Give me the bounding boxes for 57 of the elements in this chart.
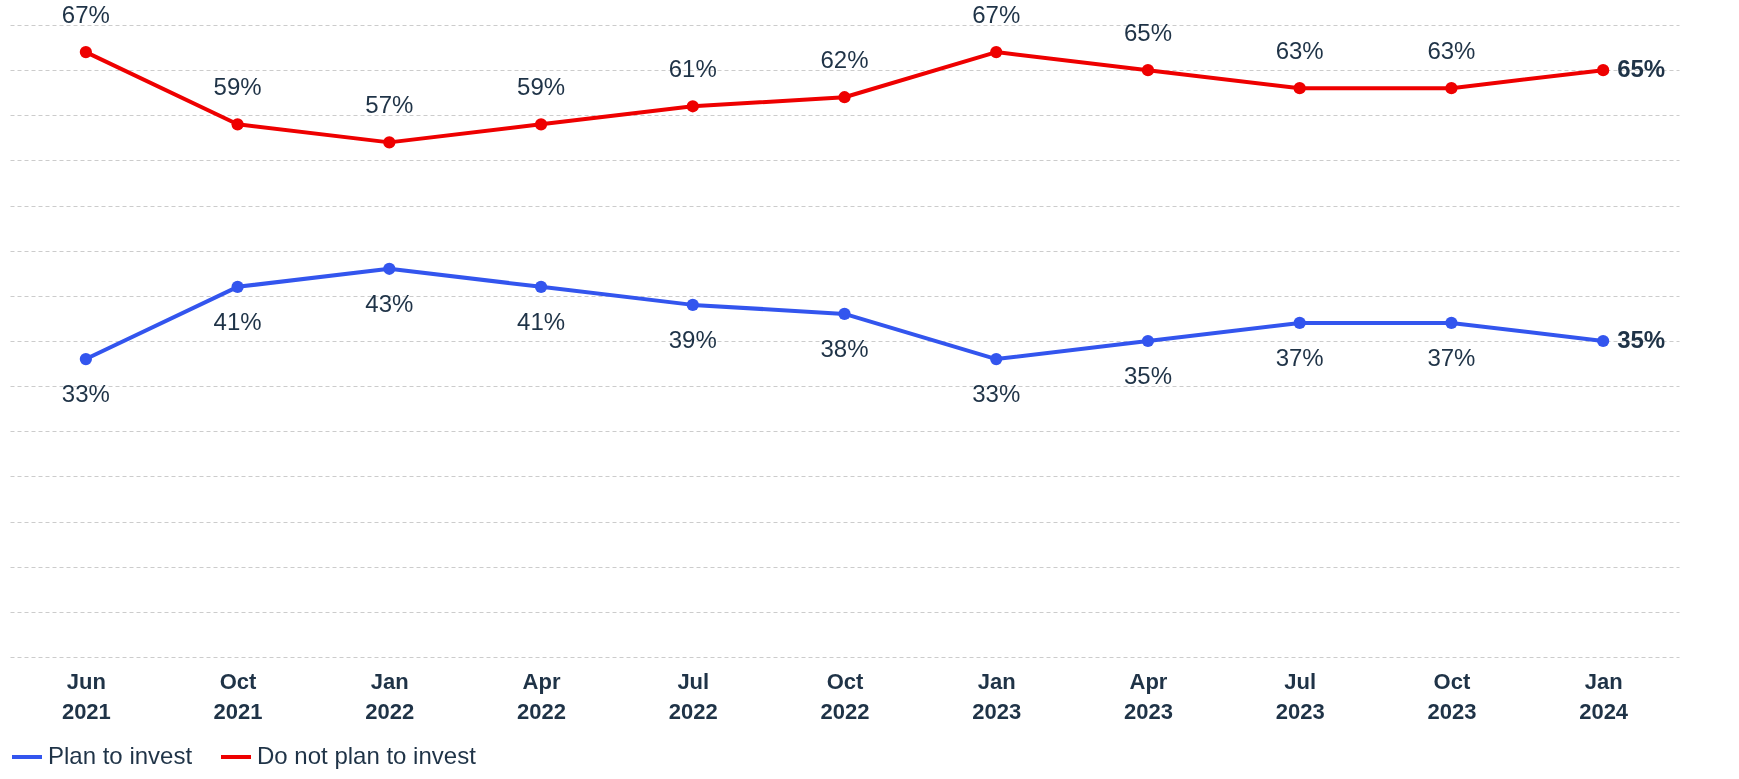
x-tick-label: Jul 2023 [1275, 668, 1325, 724]
data-label: 67% [972, 1, 1021, 29]
x-tick-label: Oct 2022 [820, 668, 870, 724]
point [383, 262, 396, 275]
legend-label: Plan to invest [48, 742, 193, 769]
x-tick-label: Oct 2023 [1427, 668, 1477, 724]
data-label: 59% [213, 73, 262, 101]
x-tick-label: Oct 2021 [213, 668, 263, 724]
point [990, 45, 1003, 59]
point [686, 100, 699, 113]
data-label: 63% [1427, 37, 1476, 65]
x-tick-label: Apr 2023 [1123, 668, 1173, 724]
point [1293, 82, 1306, 95]
data-label: 43% [365, 289, 414, 317]
point [990, 352, 1003, 366]
point [1597, 334, 1610, 348]
point [383, 136, 396, 149]
point [79, 45, 92, 59]
data-label: 39% [668, 325, 717, 353]
point [686, 298, 699, 311]
x-tick-label: Jun 2021 [61, 668, 111, 724]
point [1445, 82, 1458, 95]
point [1597, 64, 1610, 77]
point [1141, 64, 1155, 77]
data-label: 57% [365, 91, 414, 119]
point [231, 118, 244, 131]
point [838, 307, 851, 321]
data-label: 37% [1275, 343, 1324, 371]
point [1293, 316, 1306, 330]
data-label: 35% [1617, 326, 1666, 353]
data-label: 59% [517, 73, 566, 101]
point [534, 280, 548, 293]
data-label: 33% [61, 380, 110, 408]
point [1445, 316, 1458, 330]
data-label: 41% [517, 307, 566, 335]
point [838, 91, 851, 104]
x-tick-label: Jan 2023 [972, 668, 1022, 724]
data-label: 67% [61, 1, 110, 29]
data-label: 37% [1427, 343, 1476, 371]
point [1141, 334, 1155, 348]
point [534, 118, 548, 131]
data-label: 65% [1617, 55, 1666, 83]
point [79, 352, 92, 366]
legend-label: Do not plan to invest [257, 742, 477, 769]
data-label: 65% [1123, 19, 1172, 47]
data-label: 35% [1123, 362, 1172, 389]
data-label: 41% [213, 307, 262, 335]
data-label: 61% [668, 55, 717, 83]
x-tick-label: Jan 2024 [1579, 668, 1629, 724]
x-tick-label: Jan 2022 [365, 668, 415, 724]
data-label: 62% [820, 46, 869, 74]
data-label: 63% [1275, 37, 1324, 65]
point [231, 280, 244, 293]
data-label: 38% [820, 334, 869, 362]
x-tick-label: Jul 2022 [668, 668, 718, 724]
x-tick-label: Apr 2022 [517, 668, 567, 724]
data-label: 33% [972, 380, 1021, 408]
